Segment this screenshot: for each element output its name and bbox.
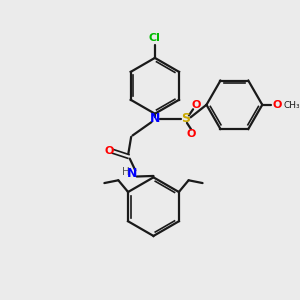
Text: CH₃: CH₃ <box>283 101 300 110</box>
Text: N: N <box>127 167 137 180</box>
Text: Cl: Cl <box>149 33 161 43</box>
Text: O: O <box>191 100 201 110</box>
Text: O: O <box>105 146 114 156</box>
Text: O: O <box>273 100 282 110</box>
Text: O: O <box>186 129 196 139</box>
Text: H: H <box>122 167 130 177</box>
Text: N: N <box>150 112 160 125</box>
Text: S: S <box>181 112 190 125</box>
